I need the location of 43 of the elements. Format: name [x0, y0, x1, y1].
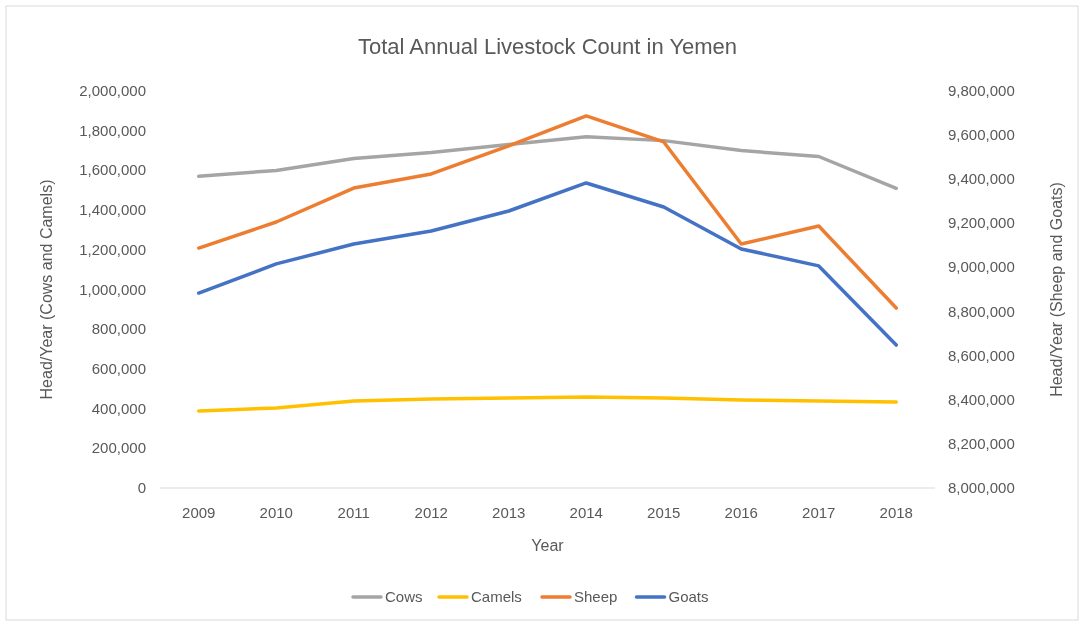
- x-tick-label: 2014: [569, 504, 603, 521]
- y-axis-title: Head/Year (Cows and Camels): [38, 179, 55, 400]
- y2-tick-label: 8,000,000: [948, 479, 1015, 496]
- y-tick-label: 400,000: [91, 399, 146, 417]
- x-tick-label: 2017: [802, 504, 836, 521]
- x-tick-label: 2018: [879, 504, 913, 521]
- y-tick-label: 600,000: [91, 359, 146, 377]
- x-tick-label: 2015: [647, 504, 681, 521]
- y2-tick-label: 8,200,000: [948, 434, 1015, 452]
- line-series: [197, 114, 898, 310]
- y-tick-label: 1,400,000: [79, 201, 146, 219]
- y2-axis-title: Head/Year (Sheep and Goats): [1048, 182, 1065, 397]
- y2-tick-label: 8,800,000: [948, 302, 1015, 320]
- y-tick-label: 1,000,000: [79, 280, 146, 298]
- line-series: [197, 181, 898, 347]
- y2-tick-label: 9,400,000: [948, 170, 1015, 188]
- y-tick-label: 1,600,000: [79, 161, 146, 179]
- legend-label: Cows: [385, 588, 423, 605]
- x-tick-label: 2010: [259, 504, 293, 521]
- x-axis-title: Year: [531, 537, 565, 554]
- y-tick-label: 800,000: [91, 320, 146, 338]
- legend-label: Sheep: [574, 588, 618, 605]
- x-tick-label: 2013: [492, 504, 526, 521]
- y2-tick-label: 8,600,000: [948, 346, 1015, 364]
- x-tick-label: 2009: [182, 504, 216, 521]
- y-tick-label: 1,200,000: [79, 240, 146, 258]
- x-tick-label: 2011: [337, 504, 370, 521]
- legend-label: Camels: [471, 588, 522, 605]
- y-tick-label: 200,000: [91, 439, 146, 457]
- chart-title: Total Annual Livestock Count in Yemen: [357, 34, 738, 59]
- y2-tick-label: 9,200,000: [948, 214, 1015, 232]
- y-tick-label: 0: [137, 479, 146, 496]
- line-series: [197, 395, 898, 413]
- line-series: [197, 134, 898, 191]
- x-tick-label: 2016: [724, 504, 758, 521]
- y-tick-label: 2,000,000: [79, 82, 146, 99]
- y2-tick-label: 9,000,000: [948, 258, 1015, 276]
- x-tick-label: 2012: [414, 504, 448, 521]
- y2-tick-label: 9,800,000: [948, 82, 1015, 99]
- y2-tick-label: 8,400,000: [948, 390, 1015, 408]
- y-tick-label: 1,800,000: [79, 121, 146, 139]
- legend-label: Goats: [668, 588, 709, 605]
- y2-tick-label: 9,600,000: [948, 126, 1015, 144]
